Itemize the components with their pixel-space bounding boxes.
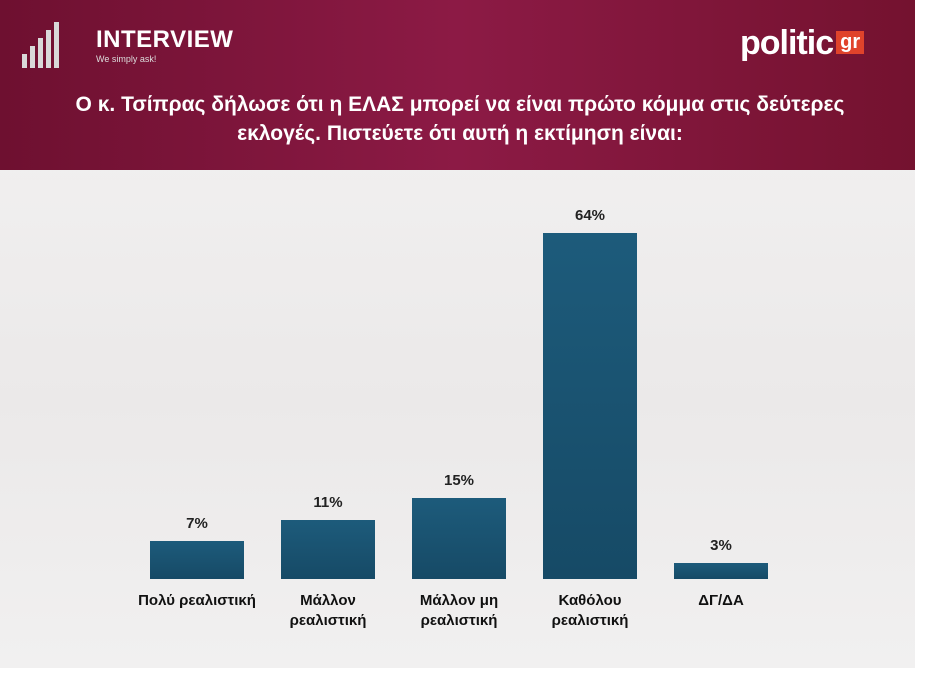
logo-suffix: gr <box>836 31 865 54</box>
brand-icon <box>22 22 62 68</box>
chart: INTERVIEW We simply ask! politic gr Ο κ. … <box>0 0 915 668</box>
bar <box>281 519 375 579</box>
brand: INTERVIEW <box>96 26 234 53</box>
bar <box>412 497 506 579</box>
x-tick-label: Πολύ ρεαλιστική <box>138 592 256 609</box>
header: INTERVIEW We simply ask! politic gr Ο κ. … <box>0 0 915 170</box>
value-label: 11% <box>313 493 343 511</box>
value-label: 64% <box>574 207 606 224</box>
x-tick-label: ΔΓ/ΔΑ <box>698 592 744 609</box>
bar <box>150 541 244 579</box>
x-tick-label: Μάλλον μη ρεαλιστική <box>419 592 499 629</box>
bar <box>674 562 768 579</box>
logo: politic gr <box>740 24 865 63</box>
x-tick-label: Καθόλου ρεαλιστική <box>551 592 629 629</box>
value-label: 3% <box>710 536 732 554</box>
bar <box>543 233 637 579</box>
chart-title: Ο κ. Τσίπρας δήλωσε ότι η ΕΛΑΣ μπορεί να… <box>75 93 845 145</box>
value-label: 15% <box>443 471 475 489</box>
value-label: 7% <box>186 515 208 533</box>
x-tick-label: Μάλλον ρεαλιστική <box>289 592 367 629</box>
tagline: We simply ask! <box>96 54 157 64</box>
logo-text: politic <box>740 24 834 62</box>
